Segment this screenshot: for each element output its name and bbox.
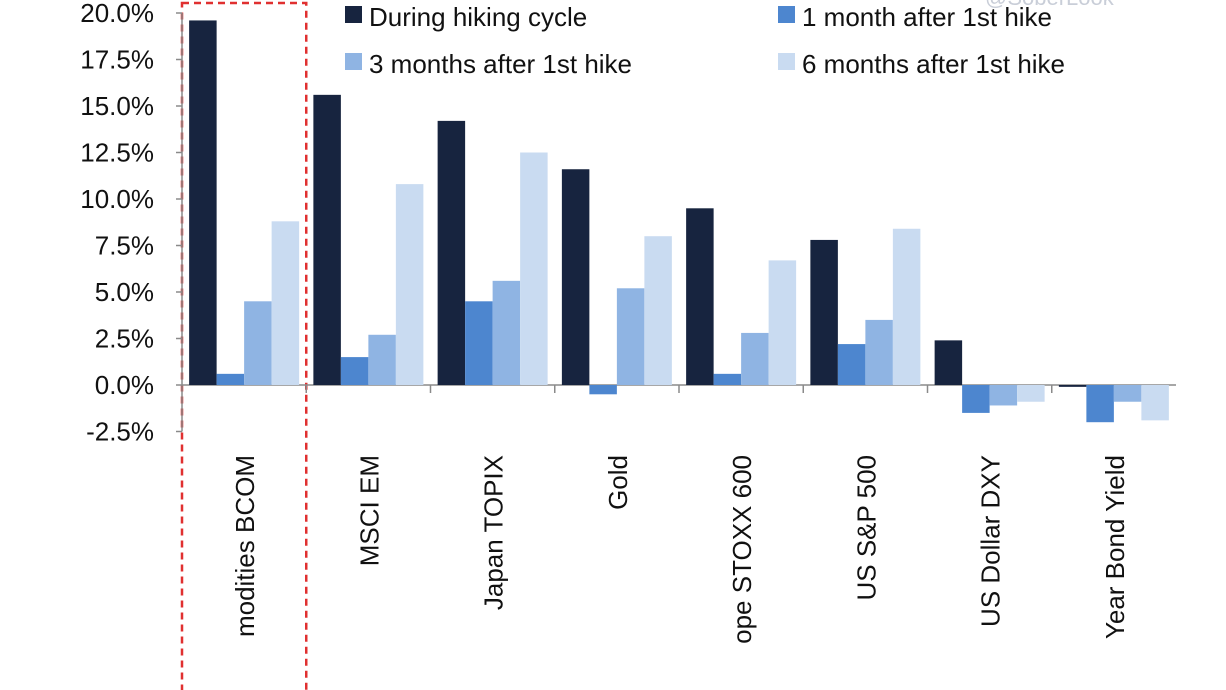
category-labels-layer: modities BCOM MSCI EM Japan TOPIX Gold ope S…: [230, 455, 1130, 644]
category-label: Japan TOPIX: [479, 455, 509, 610]
category-label: Year Bond Yield: [1100, 455, 1130, 639]
y-tick-label: 17.5%: [80, 45, 154, 75]
bar-4-4: [644, 236, 672, 385]
y-tick-label: 2.5%: [95, 324, 154, 354]
bar-3-2: [368, 334, 396, 385]
axes-layer: -2.5% 0.0% 2.5% 5.0% 7.5% 10.0% 12.5% 15.0% 17.5…: [80, 0, 1176, 447]
legend-swatch: [345, 53, 362, 70]
bar-4-8: [1141, 385, 1169, 421]
bar-3-3: [492, 280, 521, 385]
y-tick-label: 12.5%: [80, 138, 154, 168]
category-label: US Dollar DXY: [976, 455, 1006, 627]
y-tick-label: 20.0%: [80, 0, 154, 28]
category-label: ope STOXX 600: [727, 455, 757, 644]
bar-1-1: [189, 20, 217, 385]
y-tick-label: 10.0%: [80, 184, 154, 214]
y-tick-label: -2.5%: [86, 417, 154, 447]
category-label: US S&P 500: [851, 455, 881, 601]
bar-2-8: [1086, 385, 1114, 423]
legend-label: 3 months after 1st hike: [369, 49, 632, 79]
bar-1-2: [313, 94, 341, 385]
category-label: modities BCOM: [230, 455, 260, 637]
bar-1-3: [437, 120, 466, 385]
bar-3-7: [989, 385, 1018, 406]
bar-4-2: [395, 184, 424, 385]
bar-2-5: [713, 373, 742, 385]
legend-label: During hiking cycle: [369, 2, 587, 32]
bar-2-3: [465, 301, 493, 385]
bar-1-7: [934, 340, 963, 385]
bar-1-4: [561, 169, 590, 385]
bar-1-8: [1058, 385, 1087, 387]
y-tick-label: 0.0%: [95, 370, 154, 400]
bar-3-1: [244, 301, 272, 385]
legend-label: 1 month after 1st hike: [802, 2, 1052, 32]
legend-swatch: [345, 6, 362, 23]
bar-3-6: [865, 319, 893, 385]
bar-2-1: [216, 373, 245, 385]
y-tick-label: 5.0%: [95, 277, 154, 307]
bar-4-5: [768, 260, 797, 385]
bar-3-4: [616, 288, 645, 385]
bars-layer: [189, 20, 1169, 423]
bar-4-3: [520, 152, 548, 385]
y-tick-label: 15.0%: [80, 91, 154, 121]
watermark-text: @SoberLook: [985, 0, 1115, 10]
bar-2-4: [589, 385, 617, 395]
bar-2-6: [837, 344, 866, 385]
category-label: MSCI EM: [354, 455, 384, 566]
bar-4-6: [892, 228, 921, 385]
bar-4-1: [271, 221, 300, 385]
bar-1-5: [686, 208, 714, 385]
y-tick-label: 7.5%: [95, 231, 154, 261]
bar-1-6: [810, 239, 838, 385]
bar-4-7: [1017, 385, 1045, 402]
bar-2-7: [962, 385, 990, 413]
legend-label: 6 months after 1st hike: [802, 49, 1065, 79]
category-label: Gold: [603, 455, 633, 510]
legend-swatch: [778, 53, 795, 70]
bar-2-2: [340, 357, 369, 385]
bar-3-8: [1113, 385, 1142, 402]
legend: During hiking cycle 1 month after 1st hik…: [345, 2, 1065, 79]
bar-3-5: [741, 332, 769, 385]
legend-swatch: [778, 6, 795, 23]
